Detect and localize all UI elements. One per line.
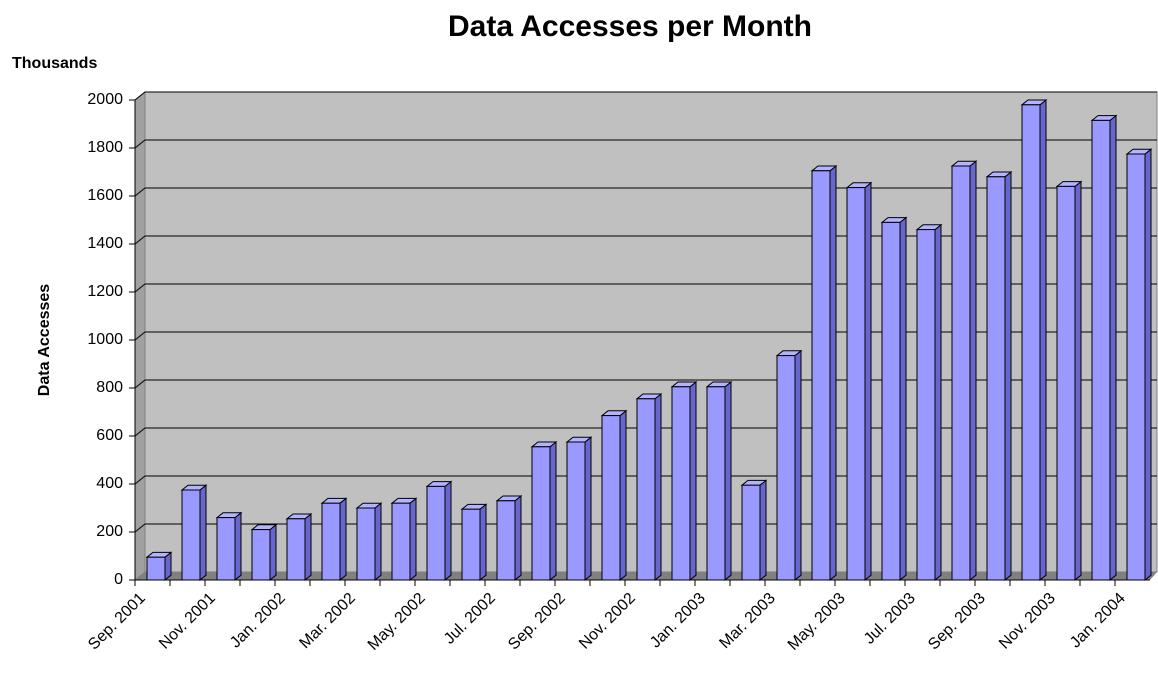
grid-line [134,523,146,533]
bar-side [1144,148,1152,582]
bar [951,165,971,581]
bar [846,187,866,581]
bar [1056,185,1076,581]
bar [1126,153,1146,581]
bar [321,502,341,581]
bar [636,398,656,581]
y-tick-label: 1800 [87,139,123,156]
bar-side [794,349,802,582]
grid-line [134,139,146,149]
y-tick-label: 1600 [87,187,123,204]
bar [776,355,796,581]
bar [216,517,236,581]
bar-side [724,380,732,582]
bar-side [199,484,207,582]
grid-line [134,187,146,197]
bar-side [899,216,907,582]
grid-line [134,91,146,101]
bar [146,556,166,581]
x-tick-label: Nov. 2003 [996,590,1059,653]
bar-side [374,502,382,582]
grid-line [134,235,146,245]
x-tick-label: Nov. 2002 [576,590,639,653]
bar [461,508,481,581]
grid-line [134,427,146,437]
bar [811,170,831,581]
bar [1091,119,1111,581]
bar-side [689,380,697,582]
grid-line [134,283,146,293]
bar-side [514,494,522,582]
bar-side [269,523,277,582]
bar [426,485,446,581]
y-tick-label: 1000 [87,331,123,348]
bar-side [409,497,417,582]
bar-side [549,440,557,582]
y-tick-label: 1400 [87,235,123,252]
y-tick-label: 600 [96,427,123,444]
bar [741,484,761,581]
bar-side [1074,180,1082,582]
bar-side [339,497,347,582]
x-tick-label: Mar. 2002 [296,590,358,652]
x-tick-label: Jan. 2002 [227,590,289,652]
x-tick-label: May. 2003 [785,590,849,654]
y-tick-label: 2000 [87,91,123,108]
x-tick-label: Sep. 2002 [505,590,569,654]
bar-side [654,392,662,582]
y-tick-label: 200 [96,523,123,540]
grid-line [134,379,146,389]
bar-side [479,503,487,582]
grid-line [134,331,146,341]
bar-side [619,409,627,582]
x-tick-label: Sep. 2003 [925,590,989,654]
y-tick-label: 0 [114,571,123,588]
y-unit: Thousands [12,55,97,72]
x-tick-label: Jul. 2003 [861,590,919,648]
x-tick-label: Jul. 2002 [441,590,499,648]
bar-side [234,511,242,582]
bar [391,502,411,581]
bar [706,386,726,581]
bar-side [584,436,592,582]
x-tick-label: Sep. 2001 [85,590,149,654]
x-tick-label: Mar. 2003 [716,590,778,652]
bar [671,386,691,581]
bar-side [934,223,942,582]
x-tick-label: May. 2002 [365,590,429,654]
bar [496,500,516,581]
x-tick-label: Jan. 2003 [647,590,709,652]
x-tick-label: Nov. 2001 [156,590,219,653]
y-tick-label: 400 [96,475,123,492]
bar-side [444,480,452,582]
bar [531,446,551,581]
chart-title: Data Accesses per Month [448,10,812,43]
bar [916,229,936,581]
grid-line [134,475,146,485]
bar-side [864,181,872,582]
bar [986,176,1006,581]
bar [566,441,586,581]
bar [881,221,901,581]
bar-side [304,512,312,582]
bar [181,489,201,581]
bar-side [1039,98,1047,582]
bar [601,415,621,581]
bar-side [969,160,977,582]
bar [356,507,376,581]
x-tick-label: Jan. 2004 [1067,590,1129,652]
y-tick-label: 800 [96,379,123,396]
bar-side [759,479,767,582]
bar-side [1109,114,1117,582]
y-axis-label: Data Accesses [36,284,53,396]
y-tick-label: 1200 [87,283,123,300]
bar-side [829,164,837,582]
bar [1021,104,1041,581]
bar [286,518,306,581]
bar-side [1004,170,1012,582]
bar [251,529,271,581]
